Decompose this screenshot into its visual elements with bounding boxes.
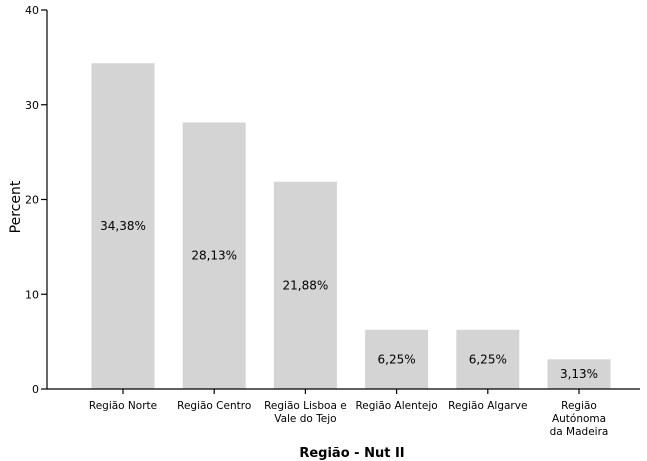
data-label-3: 21,88% — [283, 278, 329, 292]
x-axis-title: Região - Nut II — [299, 446, 404, 461]
y-axis-title: Percent — [8, 180, 24, 233]
bar-4 — [365, 329, 429, 389]
y-axis: 0 10 20 30 40 — [25, 4, 48, 396]
data-labels-group: 34,38% 28,13% 21,88% 6,25% 6,25% 3,13% — [100, 219, 598, 381]
y-tick-label-30: 30 — [25, 99, 39, 112]
bar-2 — [182, 122, 246, 389]
bar-3 — [273, 181, 337, 389]
data-label-5: 6,25% — [469, 352, 507, 366]
x-tick-label-1: Região Norte — [89, 400, 157, 412]
bar-1 — [91, 63, 155, 389]
y-tick-label-0: 0 — [32, 383, 39, 396]
bars-group — [91, 63, 611, 389]
data-label-1: 34,38% — [100, 219, 146, 233]
data-label-4: 6,25% — [378, 352, 416, 366]
bar-5 — [456, 329, 520, 389]
x-tick-label-4: Região Alentejo — [355, 400, 437, 412]
x-tick-label-3: Região Lisboa e Vale do Tejo — [264, 400, 347, 425]
y-tick-label-40: 40 — [25, 4, 39, 17]
x-tick-label-6: Região Autónoma da Madeira — [550, 400, 609, 438]
x-tick-label-5: Região Algarve — [448, 400, 527, 412]
data-label-6: 3,13% — [560, 367, 598, 381]
data-label-2: 28,13% — [191, 249, 237, 263]
x-tick-label-2: Região Centro — [177, 400, 251, 412]
y-tick-label-20: 20 — [25, 194, 39, 207]
y-tick-label-10: 10 — [25, 288, 39, 301]
x-axis: Região Norte Região Centro Região Lisboa e… — [47, 388, 640, 438]
bar-6 — [547, 359, 611, 389]
